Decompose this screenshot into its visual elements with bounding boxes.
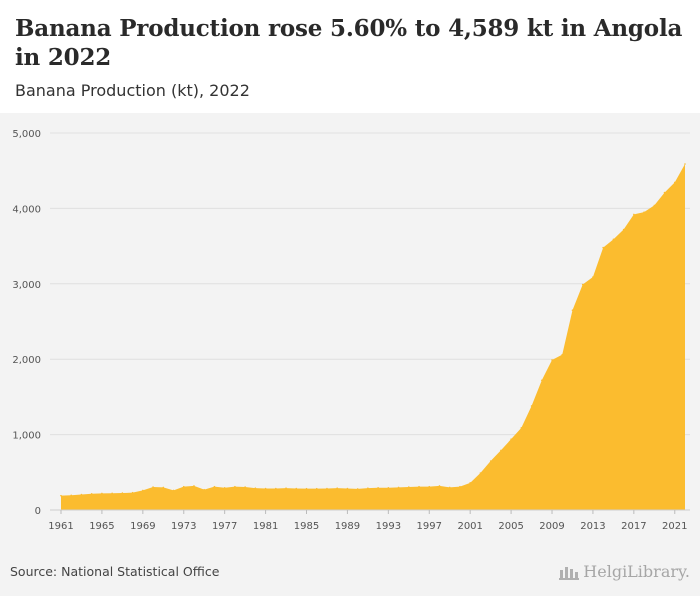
x-tick-label: 2013 xyxy=(580,521,605,532)
data-point xyxy=(633,213,635,216)
library-icon xyxy=(559,566,580,580)
data-point xyxy=(622,228,625,231)
x-tick-label: 1973 xyxy=(171,521,196,532)
data-point xyxy=(152,486,154,488)
chart-area: 0 1,000 2,000 3,000 4,000 5,000 1961 1965 1969 19… xyxy=(0,113,700,596)
data-point xyxy=(448,486,451,489)
data-point xyxy=(223,486,226,489)
y-tick-label: 4,000 xyxy=(12,204,41,215)
data-point xyxy=(673,181,676,184)
data-point xyxy=(70,494,73,497)
data-point xyxy=(500,449,502,452)
data-point xyxy=(438,485,441,487)
data-point xyxy=(101,492,103,495)
x-tick-label: 2009 xyxy=(539,521,564,532)
x-tick-label: 1989 xyxy=(335,521,360,532)
x-tick-label: 2017 xyxy=(621,521,646,532)
y-tick-label: 1,000 xyxy=(12,431,41,442)
data-point xyxy=(510,438,512,440)
data-point xyxy=(653,204,656,207)
data-point xyxy=(244,486,246,488)
data-point xyxy=(234,485,236,488)
data-point xyxy=(489,460,492,462)
y-tick-label: 0 xyxy=(35,506,41,517)
data-point xyxy=(602,246,604,249)
data-point xyxy=(387,486,390,489)
data-point xyxy=(592,276,594,278)
data-point xyxy=(213,485,216,488)
data-point xyxy=(643,211,645,213)
data-point xyxy=(60,494,62,497)
data-point xyxy=(346,487,349,490)
data-point xyxy=(377,486,379,489)
x-tick-label: 1969 xyxy=(130,521,155,532)
data-point xyxy=(295,487,298,490)
data-point xyxy=(111,492,113,495)
chart-header: Banana Production rose 5.60% to 4,589 kt… xyxy=(0,0,700,113)
brand-logo[interactable]: HelgiLibrary. xyxy=(559,562,690,581)
data-point xyxy=(254,487,257,489)
data-point xyxy=(336,487,338,489)
data-point xyxy=(193,485,195,487)
data-point xyxy=(397,486,400,489)
data-point xyxy=(203,488,206,491)
y-tick-label: 2,000 xyxy=(12,355,41,366)
data-point xyxy=(264,487,267,490)
data-point xyxy=(182,485,185,488)
y-tick-label: 3,000 xyxy=(12,280,41,291)
chart-title: Banana Production rose 5.60% to 4,589 kt… xyxy=(15,15,683,71)
data-point xyxy=(530,405,533,407)
data-point xyxy=(561,353,564,356)
data-point xyxy=(551,359,553,361)
data-point xyxy=(90,492,93,495)
x-tick-label: 1997 xyxy=(417,521,442,532)
data-point xyxy=(418,485,420,488)
data-point xyxy=(367,487,369,489)
x-tick-label: 1961 xyxy=(48,521,73,532)
data-point xyxy=(285,487,287,489)
data-point xyxy=(571,309,574,311)
area-series xyxy=(61,163,685,511)
data-point xyxy=(581,283,584,286)
data-point xyxy=(172,489,175,492)
data-point xyxy=(663,191,666,194)
data-point xyxy=(121,492,124,494)
data-point xyxy=(684,163,686,165)
data-point xyxy=(469,482,471,484)
area-chart: 0 1,000 2,000 3,000 4,000 5,000 1961 1965 1969 19… xyxy=(12,129,690,532)
data-point xyxy=(131,491,134,494)
x-tick-label: 1985 xyxy=(294,521,319,532)
brand-name: HelgiLibrary. xyxy=(583,562,690,581)
y-tick-label: 5,000 xyxy=(12,129,41,140)
data-point xyxy=(612,238,615,241)
x-tick-label: 1981 xyxy=(253,521,278,532)
data-point xyxy=(428,485,431,488)
data-point xyxy=(326,487,328,490)
x-tick-label: 1965 xyxy=(89,521,114,532)
data-point xyxy=(80,493,83,496)
data-point xyxy=(356,488,359,490)
chart-subtitle: Banana Production (kt), 2022 xyxy=(15,81,250,100)
data-point xyxy=(305,487,308,490)
x-tick-label: 2001 xyxy=(457,521,482,532)
data-point xyxy=(540,379,543,382)
x-tick-label: 2021 xyxy=(662,521,687,532)
data-point xyxy=(142,489,144,492)
data-point xyxy=(275,487,277,490)
x-tick-label: 1977 xyxy=(212,521,237,532)
x-tick-label: 1993 xyxy=(376,521,401,532)
x-tick-label: 2005 xyxy=(498,521,523,532)
data-point xyxy=(479,472,482,474)
data-point xyxy=(408,486,410,488)
data-point xyxy=(520,427,523,429)
data-point xyxy=(459,485,461,488)
data-point xyxy=(315,487,318,490)
source-note: Source: National Statistical Office xyxy=(10,564,220,579)
data-point xyxy=(162,486,165,489)
